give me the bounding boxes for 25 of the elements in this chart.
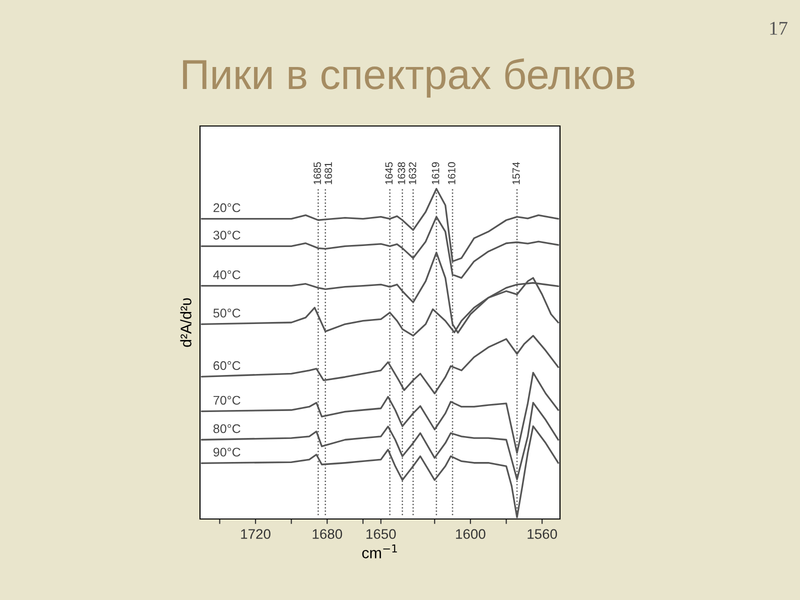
- series-label: 40°C: [213, 270, 240, 280]
- series-label: 80°C: [213, 424, 240, 434]
- x-tick-label: 1600: [456, 529, 486, 539]
- ref-line-label: 1619: [432, 162, 440, 184]
- x-tick-label: 1650: [366, 529, 396, 539]
- series-label: 90°C: [213, 448, 240, 457]
- x-axis-title: cm$^{−1}$: [362, 544, 397, 558]
- ref-line-label: 1632: [408, 162, 416, 184]
- ref-line-label: 1610: [448, 162, 456, 184]
- series-label: 30°C: [213, 230, 240, 240]
- x-tick-label: 1680: [312, 529, 342, 539]
- x-tick-label: 1560: [528, 529, 557, 539]
- series-label: 70°C: [214, 396, 240, 405]
- series-label: 60°C: [214, 361, 240, 370]
- ref-line-label: 1645: [385, 162, 393, 184]
- ref-line-label: 1574: [512, 162, 520, 184]
- y-axis-title: d²A/d²υ: [180, 298, 192, 347]
- ref-line-label: 1685: [314, 162, 322, 184]
- text: 17: [770, 22, 788, 35]
- x-tick-label: 1720: [241, 529, 270, 539]
- ref-line-label: 1638: [398, 162, 406, 184]
- ref-line-label: 1681: [324, 162, 332, 184]
- series-label: 50°C: [213, 308, 240, 318]
- series-label: 20°C: [214, 203, 240, 212]
- chart-title: Пики в спектрах белков: [183, 58, 634, 98]
